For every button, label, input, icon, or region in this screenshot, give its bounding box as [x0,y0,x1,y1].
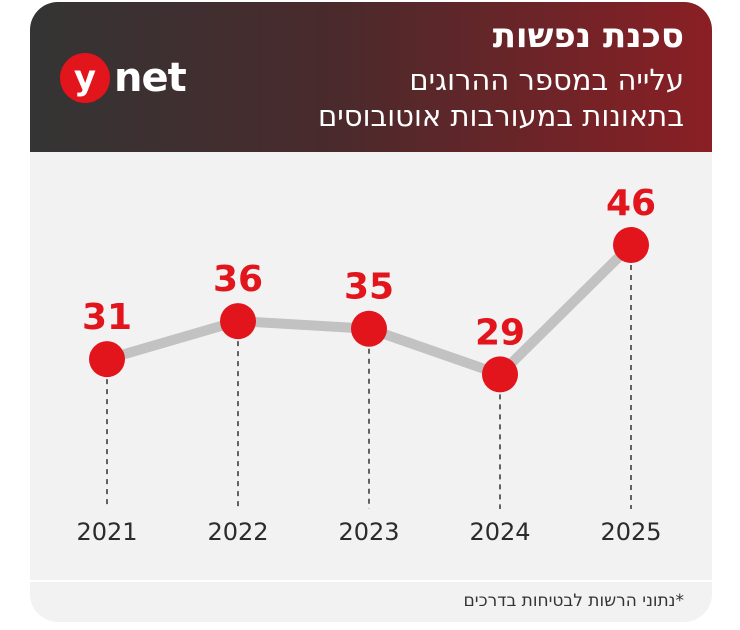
chart-subtitle: עלייה במספר ההרוגים בתאונות במעורבות אוט… [318,62,684,134]
source-note: *נתוני הרשות לבטיחות בדרכים [463,591,685,611]
x-tick-label: 2023 [338,518,399,546]
series-line [102,240,636,380]
data-point [89,341,125,378]
infographic-card: y net סכנת נפשות עלייה במספר ההרוגים בתא… [30,2,712,622]
line-chart: 31 2021 36 2022 35 2023 29 2024 46 2025 [76,183,661,546]
data-label: 35 [344,267,394,308]
logo-letter-badge: y [60,53,110,103]
x-tick-label: 2021 [76,518,137,546]
data-label: 29 [475,312,525,353]
x-tick-label: 2024 [469,518,530,546]
footer-divider [30,580,712,582]
data-label: 36 [213,259,263,300]
subtitle-line-2: בתאונות במעורבות אוטובוסים [318,99,684,133]
logo-word: net [114,55,187,101]
data-point [613,227,649,263]
data-label: 46 [606,183,656,224]
ynet-logo: y net [60,52,187,104]
data-label: 31 [82,297,132,338]
chart-title: סכנת נפשות [492,16,684,56]
data-point [220,303,256,340]
subtitle-line-1: עלייה במספר ההרוגים [409,63,684,97]
x-tick-label: 2025 [600,518,661,546]
x-tick-label: 2022 [207,518,268,546]
header-banner: y net סכנת נפשות עלייה במספר ההרוגים בתא… [30,2,712,152]
data-point [482,356,518,393]
data-point [351,310,387,347]
chart-area: 31 2021 36 2022 35 2023 29 2024 46 2025 [30,154,712,579]
